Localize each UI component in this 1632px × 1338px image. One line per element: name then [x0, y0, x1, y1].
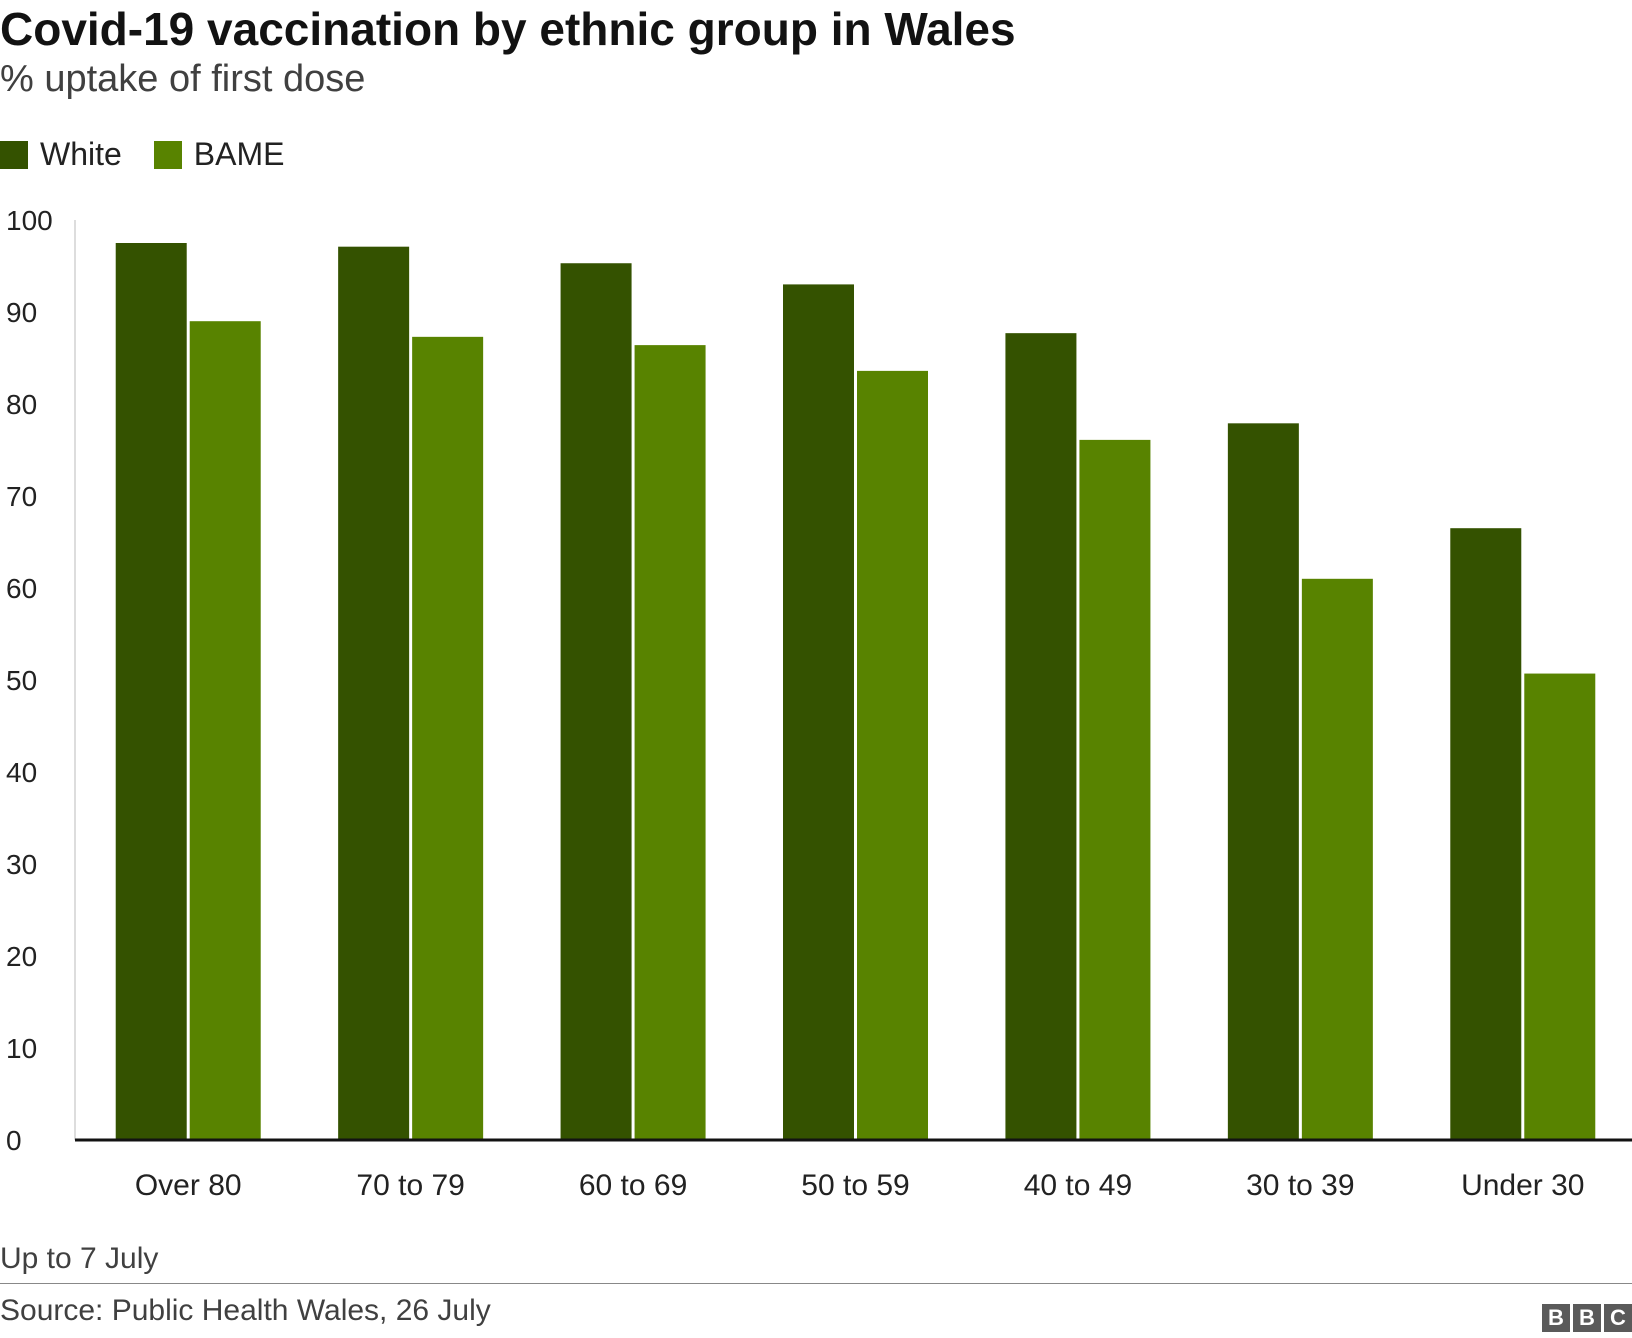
legend-swatch-white: [0, 140, 28, 169]
bar-bame-2: [634, 345, 706, 1140]
x-tick-label: 50 to 59: [801, 1169, 909, 1202]
y-tick-label: 100: [6, 205, 53, 236]
x-tick-label: Under 30: [1461, 1169, 1584, 1202]
legend-item-white: White: [0, 136, 122, 173]
y-tick-label: 50: [6, 665, 37, 696]
legend: White BAME: [0, 136, 316, 173]
legend-swatch-bame: [153, 140, 182, 169]
bar-bame-6: [1524, 673, 1596, 1140]
y-tick-label: 20: [6, 941, 37, 972]
bar-bame-4: [1079, 439, 1151, 1140]
chart-note: Up to 7 July: [0, 1242, 159, 1275]
y-tick-label: 70: [6, 481, 37, 512]
bar-bame-5: [1301, 578, 1373, 1140]
legend-label-bame: BAME: [193, 136, 285, 172]
y-tick-label: 90: [6, 297, 37, 328]
legend-label-white: White: [40, 136, 122, 172]
bar-white-5: [1227, 423, 1299, 1140]
bar-bame-1: [412, 336, 484, 1141]
bar-white-2: [560, 263, 632, 1140]
bar-bame-0: [189, 321, 261, 1140]
chart-subtitle: % uptake of first dose: [0, 58, 366, 100]
x-tick-label: 30 to 39: [1246, 1169, 1354, 1202]
y-tick-label: 0: [6, 1125, 22, 1156]
bar-white-4: [1005, 333, 1077, 1140]
y-tick-label: 40: [6, 757, 37, 788]
bbc-logo: B B C: [1542, 1304, 1632, 1332]
x-tick-label: 40 to 49: [1024, 1169, 1132, 1202]
y-tick-label: 30: [6, 849, 37, 880]
chart-title: Covid-19 vaccination by ethnic group in …: [0, 3, 1016, 55]
logo-letter: B: [1542, 1304, 1570, 1332]
legend-item-bame: BAME: [153, 136, 285, 173]
source-text: Source: Public Health Wales, 26 July: [0, 1294, 491, 1327]
logo-letter: C: [1604, 1304, 1632, 1332]
y-tick-label: 60: [6, 573, 37, 604]
x-tick-label: 60 to 69: [579, 1169, 687, 1202]
bar-white-0: [115, 243, 187, 1140]
x-tick-label: Over 80: [135, 1169, 242, 1202]
y-tick-label: 80: [6, 389, 37, 420]
footer-divider: [0, 1283, 1632, 1284]
x-tick-label: 70 to 79: [356, 1169, 464, 1202]
bar-white-6: [1450, 528, 1522, 1140]
bar-white-3: [783, 284, 854, 1140]
y-tick-label: 10: [6, 1033, 37, 1064]
bar-white-1: [338, 246, 410, 1140]
logo-letter: B: [1573, 1304, 1601, 1332]
bar-bame-3: [857, 370, 928, 1140]
bar-chart: 0 10 20 30 40 50 60 70 80 90 100 Over 80 70 to 79 60 …: [6, 205, 1632, 1202]
